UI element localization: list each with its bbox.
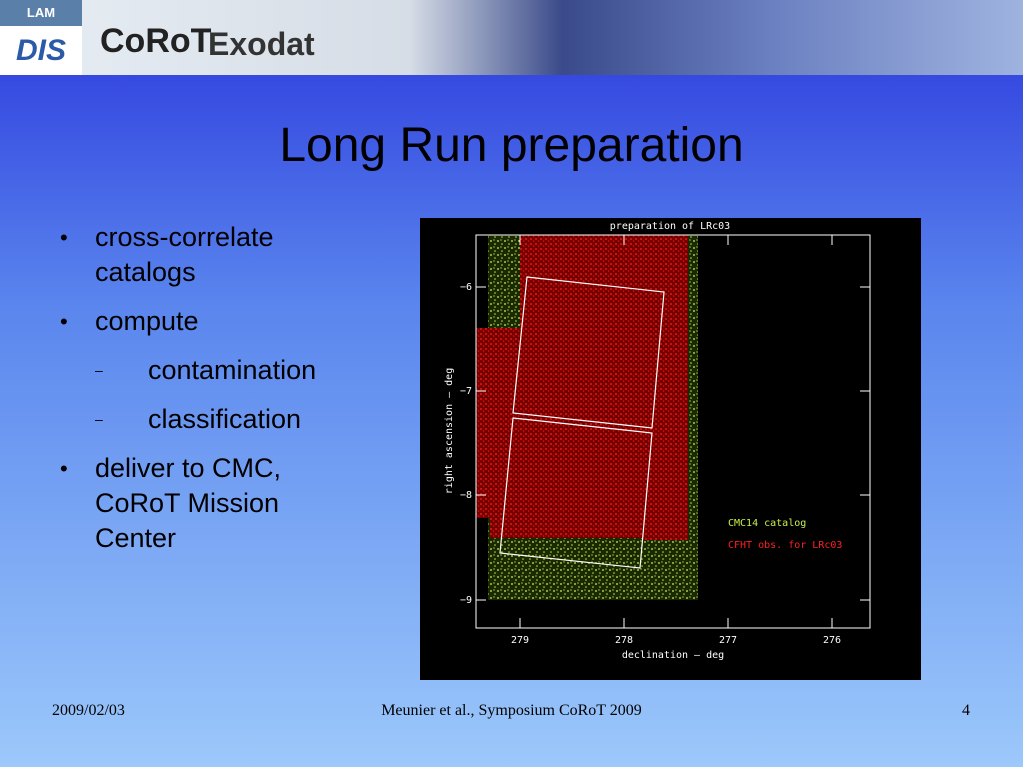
bullet-text: cross-correlate catalogs <box>95 222 274 287</box>
sub-list: contamination classification <box>95 353 395 437</box>
logo-exodat: Exodat <box>208 26 315 62</box>
y-tick-label: −9 <box>460 595 472 606</box>
page-number: 4 <box>962 702 970 719</box>
logo-dis: DIS <box>0 26 82 75</box>
cfht-stars <box>476 235 688 540</box>
footer-date: 2009/02/03 <box>52 702 125 719</box>
x-tick-label: 276 <box>823 635 841 646</box>
bullet-text: deliver to CMC, CoRoT Mission Center <box>95 453 282 553</box>
x-axis-label: declination — deg <box>622 650 724 661</box>
bullet-list: cross-correlate catalogs compute contami… <box>60 220 360 570</box>
legend-entry: CMC14 catalog <box>728 518 806 529</box>
plot: preparation of LRc03 −6 −7 −8 −9 279 278… <box>420 218 921 680</box>
sub-bullet: contamination <box>95 353 395 388</box>
legend-entry: CFHT obs. for LRc03 <box>728 540 842 551</box>
y-axis-label: right ascension — deg <box>444 368 455 494</box>
plot-title: preparation of LRc03 <box>610 221 730 232</box>
fields <box>499 276 665 569</box>
ticks <box>476 235 870 628</box>
y-tick-label: −8 <box>460 490 472 501</box>
logo-lam: LAM <box>0 0 82 26</box>
x-tick-label: 277 <box>719 635 737 646</box>
sub-bullet: classification <box>95 402 395 437</box>
y-tick-label: −7 <box>460 386 472 397</box>
footer-center: Meunier et al., Symposium CoRoT 2009 <box>381 702 642 719</box>
bullet: cross-correlate catalogs <box>60 220 325 290</box>
header: LAM DIS CoRoT Exodat <box>0 0 1023 75</box>
logo-corot: CoRoT <box>100 22 212 60</box>
axes <box>475 234 871 629</box>
slide-title: Long Run preparation <box>279 119 744 172</box>
bullet: compute contamination classification <box>60 304 325 437</box>
y-tick-label: −6 <box>460 282 472 293</box>
bullet-text: compute <box>95 306 199 336</box>
x-tick-label: 278 <box>615 635 633 646</box>
x-tick-label: 279 <box>511 635 529 646</box>
bullet: deliver to CMC, CoRoT Mission Center <box>60 451 325 556</box>
